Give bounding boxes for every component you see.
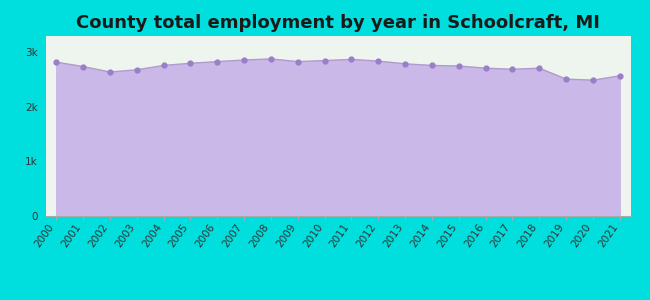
Title: County total employment by year in Schoolcraft, MI: County total employment by year in Schoo… xyxy=(76,14,600,32)
